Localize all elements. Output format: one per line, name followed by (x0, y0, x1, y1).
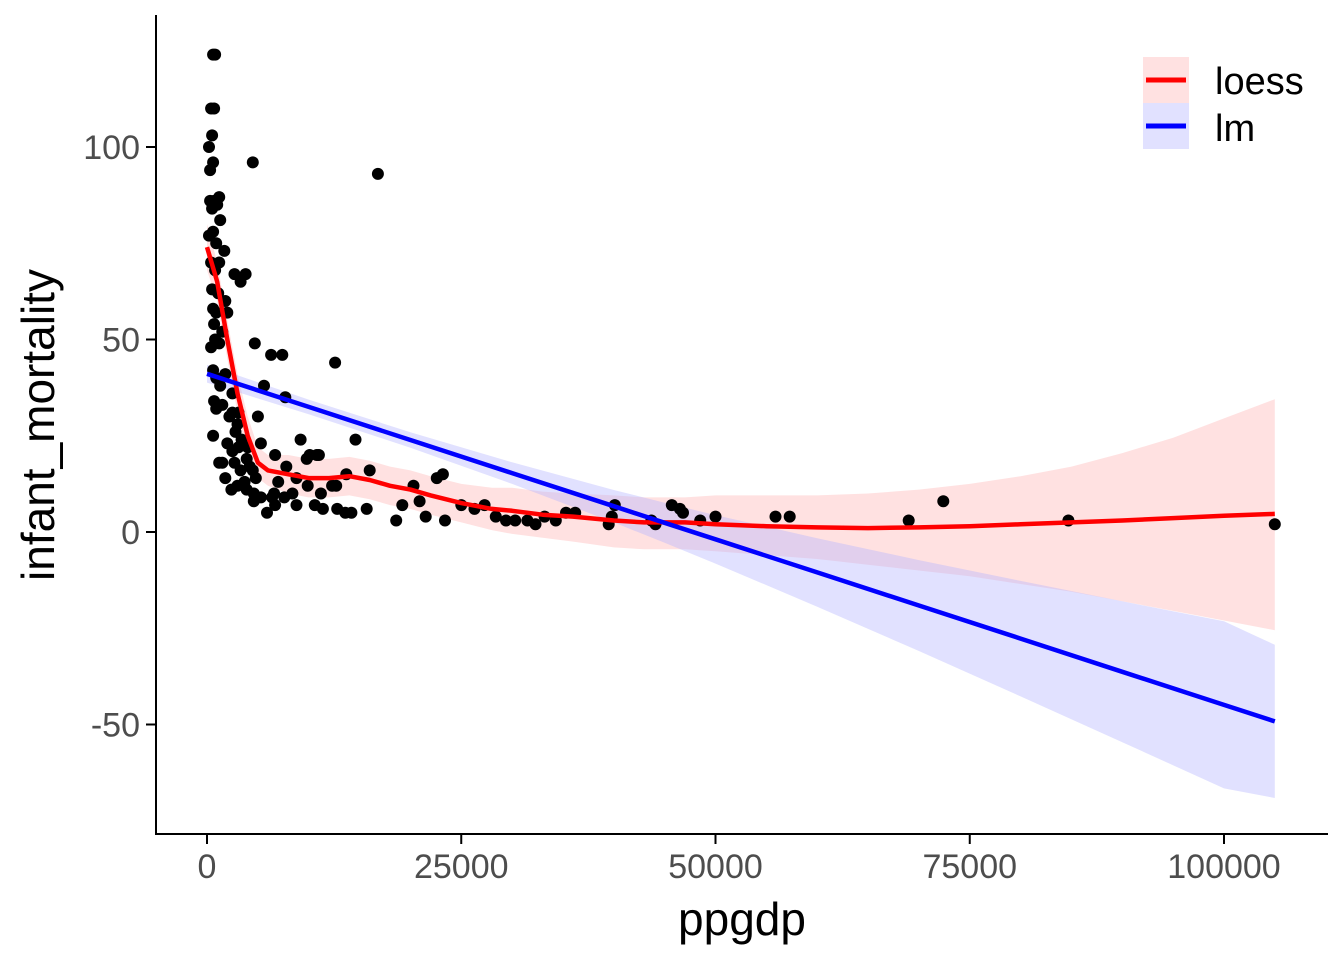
data-point (500, 514, 512, 527)
data-point (1268, 518, 1281, 531)
data-point (300, 452, 313, 465)
data-point (294, 433, 307, 446)
x-axis-ticks: 0 25000 50000 75000 100000 (198, 834, 1281, 886)
data-point (390, 514, 403, 527)
data-point (265, 348, 278, 361)
data-point (234, 464, 247, 477)
data-point (509, 514, 522, 527)
data-point (345, 506, 358, 519)
data-point (316, 502, 329, 515)
data-point (269, 449, 282, 461)
data-point (529, 518, 542, 531)
data-point (280, 460, 293, 473)
data-point (363, 464, 376, 477)
data-point (207, 429, 220, 442)
data-point (261, 506, 273, 519)
data-point (208, 318, 221, 331)
data-point (246, 156, 259, 169)
data-point (349, 433, 362, 446)
data-point (247, 495, 260, 508)
data-point (214, 214, 227, 227)
data-point (278, 491, 291, 504)
data-point (206, 202, 219, 215)
data-point (419, 510, 432, 523)
x-tick-label: 0 (198, 848, 217, 886)
y-tick-label: -50 (91, 707, 140, 745)
data-point (213, 337, 226, 350)
data-point (218, 244, 231, 257)
data-point (330, 479, 343, 492)
data-point (413, 495, 426, 508)
data-point (312, 449, 325, 461)
data-point (937, 495, 950, 508)
fit-lines (204, 246, 1276, 724)
y-tick-label: 100 (83, 129, 140, 167)
x-tick-label: 100000 (1167, 848, 1280, 886)
data-point (209, 48, 222, 61)
data-point (329, 356, 342, 369)
data-point (204, 164, 217, 177)
x-tick-label: 25000 (414, 848, 509, 886)
data-points (203, 48, 1281, 531)
data-point (226, 445, 239, 458)
y-tick-label: 50 (102, 322, 140, 360)
confidence-band-loess (207, 224, 1275, 631)
data-point (677, 506, 689, 519)
data-point (258, 379, 270, 392)
data-point (213, 456, 226, 469)
data-point (208, 102, 221, 115)
confidence-bands (207, 224, 1275, 798)
data-point (210, 237, 223, 250)
data-point (276, 348, 289, 361)
data-point (251, 410, 264, 423)
fit-line-lm (206, 371, 1276, 724)
data-point (371, 167, 384, 180)
data-point (769, 510, 782, 523)
x-axis-title: ppgdp (678, 893, 806, 945)
data-point (225, 483, 238, 496)
data-point (210, 306, 223, 319)
data-point (248, 337, 261, 350)
data-point (210, 402, 223, 415)
x-tick-label: 50000 (668, 848, 763, 886)
x-tick-label: 75000 (922, 848, 1017, 886)
data-point (272, 475, 285, 488)
data-point (783, 510, 796, 523)
data-point (436, 468, 449, 481)
y-axis-title: infant_mortality (12, 269, 64, 581)
data-point (214, 379, 227, 392)
data-point (254, 437, 267, 450)
data-point (709, 510, 722, 523)
legend-label-loess: loess (1215, 61, 1304, 103)
data-point (219, 472, 232, 485)
data-point (207, 225, 220, 238)
data-point (269, 499, 282, 512)
legend: loess lm (1143, 57, 1304, 150)
data-point (203, 141, 215, 153)
data-point (439, 514, 451, 527)
legend-label-lm: lm (1215, 108, 1255, 150)
fit-line-loess (204, 246, 1275, 531)
y-tick-label: 0 (121, 514, 140, 552)
data-point (290, 499, 303, 512)
data-point (206, 129, 219, 142)
data-point (234, 275, 247, 288)
data-point (314, 487, 327, 500)
data-point (360, 502, 373, 515)
data-point (489, 510, 502, 523)
data-point (249, 472, 262, 485)
data-point (223, 410, 236, 423)
confidence-band-lm (207, 364, 1275, 798)
data-point (301, 479, 314, 492)
data-point (902, 514, 915, 527)
y-axis-ticks: -50 0 50 100 (83, 129, 156, 745)
data-point (396, 499, 409, 512)
